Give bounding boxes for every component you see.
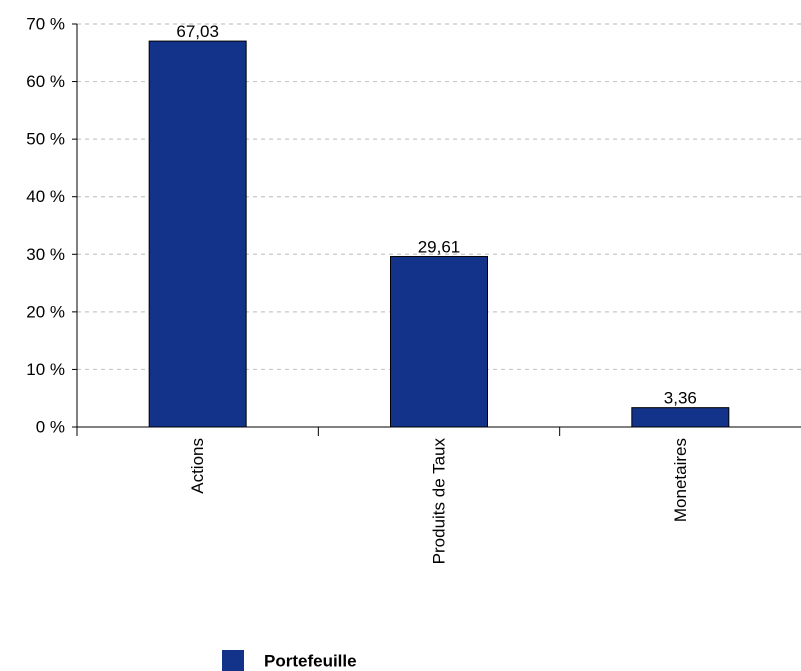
- y-tick-label: 40 %: [26, 187, 65, 206]
- legend-swatch: [222, 650, 244, 671]
- x-category-label: Actions: [188, 438, 207, 494]
- y-tick-label: 30 %: [26, 245, 65, 264]
- data-labels: 67,03 29,61 3,36: [176, 22, 696, 408]
- legend-label: Portefeuille: [264, 652, 357, 671]
- bar: [631, 407, 730, 428]
- y-tick-label: 60 %: [26, 72, 65, 91]
- y-tick-label: 10 %: [26, 360, 65, 379]
- bar: [390, 256, 488, 428]
- y-tick-label: 70 %: [26, 15, 65, 34]
- bars: [148, 40, 730, 428]
- legend: Portefeuille: [222, 650, 357, 671]
- y-tick-label: 20 %: [26, 302, 65, 321]
- data-label: 29,61: [418, 238, 461, 257]
- axes: [72, 23, 801, 436]
- bar: [148, 40, 247, 428]
- y-tick-labels: 0 % 10 % 20 % 30 % 40 % 50 % 60 % 70 %: [26, 15, 65, 437]
- data-label: 3,36: [664, 389, 697, 408]
- x-category-labels: Actions Produits de Taux Monetaires: [188, 438, 690, 565]
- x-category-label: Produits de Taux: [430, 438, 449, 565]
- y-tick-label: 0 %: [36, 418, 65, 437]
- data-label: 67,03: [176, 22, 219, 41]
- x-category-label: Monetaires: [671, 438, 690, 522]
- y-tick-label: 50 %: [26, 130, 65, 149]
